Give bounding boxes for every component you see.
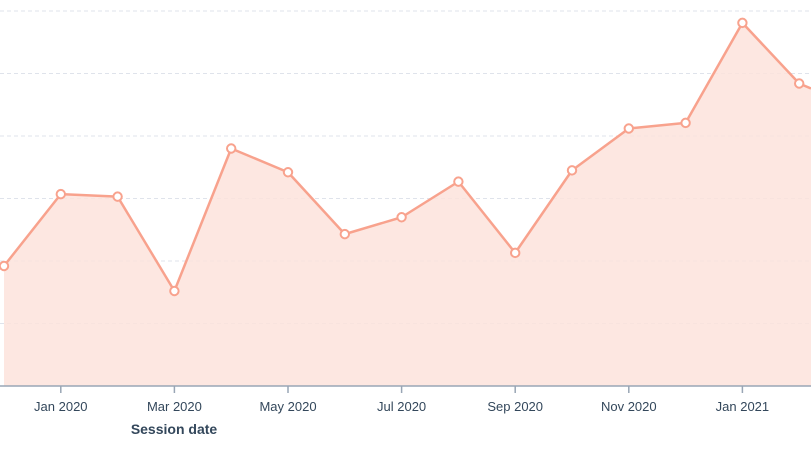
data-point[interactable] [112, 191, 123, 202]
series-line [3, 21, 811, 293]
x-tick-label: Jan 2021 [716, 399, 770, 414]
x-tick-label: May 2020 [259, 399, 316, 414]
x-tick-label: Nov 2020 [601, 399, 657, 414]
data-point[interactable] [623, 123, 634, 134]
data-point[interactable] [510, 247, 521, 259]
x-tick-label: Sep 2020 [487, 399, 543, 414]
data-point[interactable] [55, 188, 66, 200]
data-point[interactable] [566, 165, 578, 176]
data-point[interactable] [226, 143, 237, 154]
data-point[interactable] [0, 260, 10, 272]
data-point[interactable] [396, 212, 407, 223]
data-points[interactable] [0, 17, 805, 297]
data-point[interactable] [737, 17, 748, 29]
data-point[interactable] [794, 78, 805, 89]
x-axis-ticks: Jan 2020 Mar 2020 May 2020 Jul 2020 Sep 2020… [34, 386, 769, 414]
x-axis-title: Session date [131, 421, 218, 437]
data-point[interactable] [339, 228, 350, 240]
data-point[interactable] [680, 117, 691, 129]
x-tick-label: Jan 2020 [34, 399, 88, 414]
data-point[interactable] [282, 167, 294, 178]
data-point[interactable] [453, 176, 464, 187]
x-tick-label: Jul 2020 [377, 399, 426, 414]
x-tick-label: Mar 2020 [147, 399, 202, 414]
area-fill [4, 22, 811, 386]
data-point[interactable] [169, 285, 180, 297]
